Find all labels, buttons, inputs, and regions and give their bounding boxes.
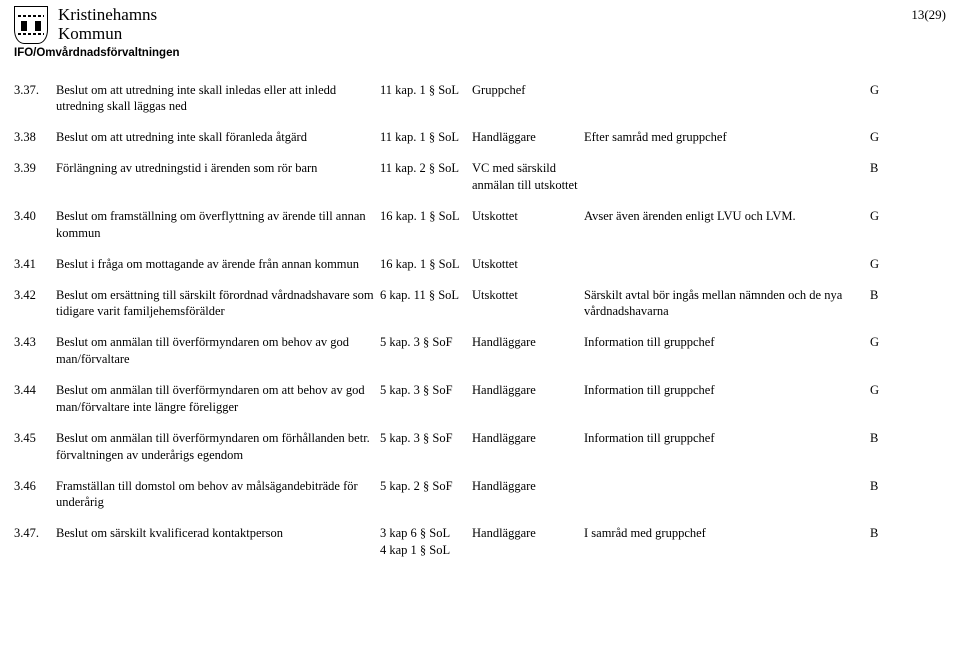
row-number: 3.38	[14, 129, 50, 146]
municipality-name: Kristinehamns Kommun	[58, 6, 157, 43]
row-flag: B	[870, 478, 892, 495]
row-note: Information till gruppchef	[584, 430, 864, 447]
row-number: 3.47.	[14, 525, 50, 542]
row-responsible: Handläggare	[472, 129, 578, 146]
row-flag: G	[870, 334, 892, 351]
row-flag: G	[870, 82, 892, 99]
row-description: Beslut om anmälan till överförmyndaren o…	[56, 334, 374, 368]
table-row: 3.43 Beslut om anmälan till överförmyndar…	[14, 334, 946, 368]
row-note: I samråd med gruppchef	[584, 525, 864, 542]
table-row: 3.37. Beslut om att utredning inte skall …	[14, 82, 946, 116]
document-page: 13(29) Kristinehamns Kommun IFO/Omvårdna…	[0, 0, 960, 658]
row-reference: 16 kap. 1 § SoL	[380, 256, 466, 273]
row-responsible: VC med särskild anmälan till utskottet	[472, 160, 578, 194]
row-description: Beslut om anmälan till överförmyndaren o…	[56, 430, 374, 464]
row-flag: B	[870, 287, 892, 304]
row-responsible: Handläggare	[472, 334, 578, 351]
row-flag: G	[870, 256, 892, 273]
row-reference: 11 kap. 1 § SoL	[380, 129, 466, 146]
table-row: 3.44 Beslut om anmälan till överförmyndar…	[14, 382, 946, 416]
table-row: 3.46 Framställan till domstol om behov av…	[14, 478, 946, 512]
row-responsible: Handläggare	[472, 525, 578, 542]
row-responsible: Utskottet	[472, 208, 578, 225]
decision-table: 3.37. Beslut om att utredning inte skall …	[14, 82, 946, 560]
row-description: Förlängning av utredningstid i ärenden s…	[56, 160, 374, 177]
municipal-crest-icon	[14, 6, 48, 44]
row-note: Efter samråd med gruppchef	[584, 129, 864, 146]
row-reference: 5 kap. 3 § SoF	[380, 334, 466, 351]
row-reference: 11 kap. 1 § SoL	[380, 82, 466, 99]
table-row: 3.45 Beslut om anmälan till överförmyndar…	[14, 430, 946, 464]
table-row: 3.47. Beslut om särskilt kvalificerad kon…	[14, 525, 946, 559]
row-responsible: Gruppchef	[472, 82, 578, 99]
row-responsible: Handläggare	[472, 478, 578, 495]
row-description: Beslut om anmälan till överförmyndaren o…	[56, 382, 374, 416]
row-number: 3.41	[14, 256, 50, 273]
row-number: 3.40	[14, 208, 50, 225]
row-number: 3.46	[14, 478, 50, 495]
row-flag: G	[870, 382, 892, 399]
row-description: Beslut om att utredning inte skall inled…	[56, 82, 374, 116]
row-description: Beslut om ersättning till särskilt föror…	[56, 287, 374, 321]
row-note: Avser även ärenden enligt LVU och LVM.	[584, 208, 864, 225]
row-number: 3.39	[14, 160, 50, 177]
row-reference: 5 kap. 3 § SoF	[380, 430, 466, 447]
row-number: 3.43	[14, 334, 50, 351]
row-note: Information till gruppchef	[584, 382, 864, 399]
row-number: 3.37.	[14, 82, 50, 99]
row-responsible: Utskottet	[472, 287, 578, 304]
municipality-line1: Kristinehamns	[58, 6, 157, 25]
row-reference: 3 kap 6 § SoL 4 kap 1 § SoL	[380, 525, 466, 559]
table-row: 3.40 Beslut om framställning om överflytt…	[14, 208, 946, 242]
row-reference: 16 kap. 1 § SoL	[380, 208, 466, 225]
row-reference: 11 kap. 2 § SoL	[380, 160, 466, 177]
row-note: Särskilt avtal bör ingås mellan nämnden …	[584, 287, 864, 321]
row-flag: B	[870, 525, 892, 542]
table-row: 3.39 Förlängning av utredningstid i ärend…	[14, 160, 946, 194]
row-responsible: Handläggare	[472, 430, 578, 447]
row-description: Beslut om särskilt kvalificerad kontaktp…	[56, 525, 374, 542]
department-name: IFO/Omvårdnadsförvaltningen	[14, 46, 946, 62]
row-flag: G	[870, 129, 892, 146]
row-description: Beslut om att utredning inte skall föran…	[56, 129, 374, 146]
row-responsible: Utskottet	[472, 256, 578, 273]
row-note: Information till gruppchef	[584, 334, 864, 351]
table-row: 3.38 Beslut om att utredning inte skall f…	[14, 129, 946, 146]
row-flag: B	[870, 430, 892, 447]
row-number: 3.44	[14, 382, 50, 399]
row-flag: B	[870, 160, 892, 177]
row-responsible: Handläggare	[472, 382, 578, 399]
row-flag: G	[870, 208, 892, 225]
page-number: 13(29)	[911, 6, 946, 24]
row-number: 3.42	[14, 287, 50, 304]
table-row: 3.41 Beslut i fråga om mottagande av ären…	[14, 256, 946, 273]
row-reference: 5 kap. 2 § SoF	[380, 478, 466, 495]
row-number: 3.45	[14, 430, 50, 447]
document-header: Kristinehamns Kommun	[14, 6, 946, 44]
row-description: Beslut i fråga om mottagande av ärende f…	[56, 256, 374, 273]
table-row: 3.42 Beslut om ersättning till särskilt f…	[14, 287, 946, 321]
municipality-line2: Kommun	[58, 25, 157, 44]
row-reference: 6 kap. 11 § SoL	[380, 287, 466, 304]
row-description: Framställan till domstol om behov av mål…	[56, 478, 374, 512]
row-description: Beslut om framställning om överflyttning…	[56, 208, 374, 242]
row-reference: 5 kap. 3 § SoF	[380, 382, 466, 399]
